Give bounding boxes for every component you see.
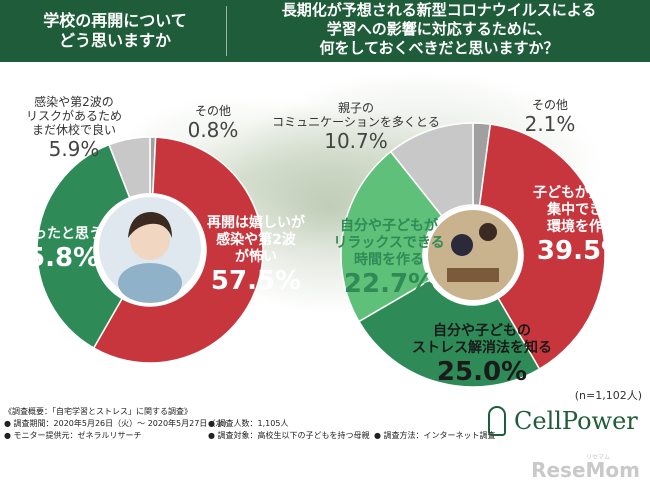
right-donut-slice-2: [357, 279, 541, 388]
left-donut-slice-1: [92, 136, 264, 364]
left-slice3-label-line1: 感染や第2波の: [34, 95, 114, 109]
left-slice4-value: 0.8%: [187, 118, 239, 142]
right-slice3-value: 22.7%: [343, 269, 435, 299]
left-donut-slice-2: [36, 143, 131, 350]
survey-provider: ● モニター提供元：ゼネラルリサーチ: [4, 431, 142, 440]
label-left-keep-closed: 感染や第2波の リスクがあるため まだ休校で良い 5.9%: [18, 95, 130, 161]
right-slice3-label-line2: リラックスできる: [333, 235, 445, 251]
left-slice3-label-line2: リスクがあるため: [25, 109, 122, 123]
label-left-happy-but-scared: 再開は嬉しいが 感染や第2波 が怖い 57.5%: [196, 215, 316, 296]
left-slice1-value: 57.5%: [210, 266, 302, 296]
left-slice1-label-line1: 再開は嬉しいが: [207, 215, 305, 231]
right-slice2-label-line1: 自分や子どもの: [433, 323, 531, 339]
left-slice3-label-line3: まだ休校で良い: [31, 123, 116, 137]
right-slice2-label-line2: ストレス解消法を知る: [412, 340, 552, 356]
right-title-line-1: 長期化が予想される新型コロナウイルスによる: [281, 1, 597, 19]
right-donut-slice-3: [340, 150, 443, 323]
resemom-watermark: ReseMom: [531, 458, 640, 482]
left-center-photo: [95, 193, 205, 303]
left-title-line-2: どう思いますか: [58, 31, 171, 50]
right-donut-slice-1: [478, 123, 606, 371]
right-donut-slice-4: [389, 122, 474, 217]
right-slice4-label-line2: コミュニケーションを多くとる: [272, 115, 440, 129]
cellpower-logo-mark: [488, 406, 506, 436]
cellpower-logo-text: CellPower: [514, 407, 638, 435]
left-slice1-label-line3: が怖い: [235, 249, 277, 265]
right-title-line-2: 学習への影響に対応するために、: [326, 20, 552, 38]
left-slice2-label: 良かったと思う: [5, 226, 103, 242]
label-right-stress-relief: 自分や子どもの ストレス解消法を知る 25.0%: [398, 323, 566, 387]
right-slice1-label-line2: 集中できる: [547, 202, 617, 218]
right-slice3-label-line3: 時間を作る: [354, 252, 424, 268]
label-right-communication: 親子の コミュニケーションを多くとる 10.7%: [268, 101, 444, 153]
label-right-other: その他 2.1%: [515, 98, 585, 136]
label-left-other: その他 0.8%: [178, 104, 248, 142]
left-donut-chart: [36, 136, 264, 364]
label-right-relax-time: 自分や子どもが リラックスできる 時間を作る 22.7%: [330, 218, 448, 299]
left-slice1-label-line2: 感染や第2波: [216, 232, 296, 248]
survey-target: ● 調査対象：高校生以下の子どもを持つ母親: [208, 431, 370, 440]
left-title-line-1: 学校の再開について: [43, 11, 187, 30]
right-slice5-value: 2.1%: [524, 112, 576, 136]
header-divider: [226, 6, 227, 56]
resemom-watermark-sub: リセマム: [585, 454, 610, 461]
right-slice1-label-line3: 環境を作る: [547, 219, 617, 235]
cellpower-logo: CellPower: [488, 404, 648, 438]
survey-period: ● 調査期間：2020年5月26日（火）～ 2020年5月27日（水）: [4, 419, 232, 428]
right-slice2-value: 25.0%: [436, 357, 528, 387]
right-slice4-value: 10.7%: [324, 129, 388, 153]
left-chart-title: 学校の再開について どう思いますか: [10, 11, 220, 51]
survey-count: ● 調査人数：1,105人: [208, 419, 289, 428]
right-title-line-3: 何をしておくべきだと思いますか？: [319, 39, 559, 57]
right-slice5-label: その他: [531, 98, 568, 112]
right-slice1-value: 39.5%: [536, 236, 628, 266]
right-donut-chart: [340, 122, 606, 388]
header-banner: 学校の再開について どう思いますか 長期化が予想される新型コロナウイルスによる …: [0, 0, 650, 62]
right-slice1-label-line1: 子どもが勉強に: [533, 185, 631, 201]
survey-title: 《調査概要：「自宅学習とストレス」に関する調査》: [4, 407, 192, 416]
right-center-photo: [424, 206, 522, 304]
label-left-glad: 良かったと思う 35.8%: [4, 226, 104, 273]
left-slice3-value: 5.9%: [48, 137, 100, 161]
right-slice4-label-line1: 親子の: [337, 101, 374, 115]
label-right-study-environment: 子どもが勉強に 集中できる 環境を作る 39.5%: [516, 185, 648, 266]
survey-method: ● 調査方法：インターネット調査: [374, 431, 496, 440]
right-chart-title: 長期化が予想される新型コロナウイルスによる 学習への影響に対応するために、 何を…: [232, 1, 646, 58]
left-slice4-label: その他: [194, 104, 231, 118]
sample-size: (n=1,102人): [574, 389, 642, 402]
right-slice3-label-line1: 自分や子どもが: [340, 218, 438, 234]
left-slice2-value: 35.8%: [8, 243, 100, 273]
